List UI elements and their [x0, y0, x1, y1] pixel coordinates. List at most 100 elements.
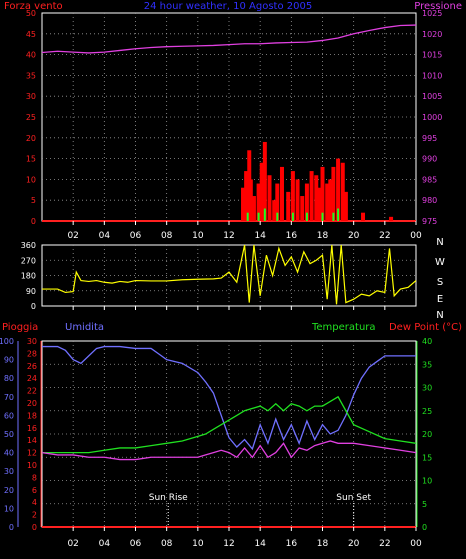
- rain-tick-label: 4: [32, 498, 37, 507]
- humidity-tick-label: 40: [4, 449, 14, 458]
- rain-tick-label: 16: [27, 424, 37, 433]
- wind-force-bar: [343, 191, 348, 221]
- temperature-tick-label: 10: [422, 477, 432, 486]
- temperature-tick-label: 40: [422, 337, 432, 346]
- rain-tick-label: 6: [32, 486, 37, 495]
- temperature-tick-label: 30: [422, 384, 432, 393]
- p1-left-tick-label: 10: [26, 175, 36, 184]
- sun-rise-label: Sun Rise: [149, 493, 188, 503]
- p1-left-tick-label: 25: [26, 113, 36, 122]
- temperature-label: Temperatura: [311, 322, 376, 333]
- rain-tick-label: 12: [27, 449, 37, 458]
- p1-right-tick-label: 1005: [422, 92, 442, 101]
- temperature-line: [42, 395, 417, 454]
- p1-left-tick-label: 40: [26, 51, 36, 60]
- p3-xtick-label: 18: [317, 539, 329, 549]
- wind-gust-bar: [263, 208, 266, 221]
- p1-xtick-label: 22: [379, 231, 390, 241]
- p2-compass-label: W: [435, 257, 445, 268]
- rain-tick-label: 22: [27, 387, 37, 396]
- rain-tick-label: 2: [32, 511, 37, 520]
- humidity-tick-label: 20: [4, 486, 14, 495]
- temperature-tick-label: 25: [422, 407, 432, 416]
- p1-left-tick-label: 15: [26, 155, 36, 164]
- humidity-tick-label: 80: [4, 374, 14, 383]
- wind-gust-bar: [257, 212, 260, 221]
- p3-xtick-label: 02: [67, 539, 78, 549]
- p1-right-tick-label: 1015: [422, 51, 442, 60]
- p1-xtick-label: 10: [192, 231, 204, 241]
- p1-xtick-label: 00: [410, 231, 422, 241]
- wind-force-bar: [275, 183, 280, 221]
- wind-force-bar: [325, 183, 330, 221]
- humidity-tick-label: 60: [4, 411, 14, 420]
- wind-force-bar: [295, 179, 300, 221]
- p1-xtick-label: 02: [67, 231, 78, 241]
- p1-right-tick-label: 1010: [422, 71, 442, 80]
- wind-force-bar: [361, 212, 366, 221]
- wind-gust-bar: [332, 212, 335, 221]
- p2-compass-label: N: [436, 310, 443, 321]
- sun-set-label: Sun Set: [336, 493, 371, 503]
- rain-tick-label: 10: [27, 461, 37, 470]
- p1-xtick-label: 04: [99, 231, 111, 241]
- p1-left-tick-label: 5: [31, 196, 36, 205]
- p3-xtick-label: 10: [192, 539, 204, 549]
- humidity-tick-label: 70: [4, 393, 14, 402]
- rain-tick-label: 28: [27, 349, 37, 358]
- p2-left-tick-label: 180: [21, 272, 36, 281]
- humidity-tick-label: 100: [0, 337, 14, 346]
- wind-pressure-panel: 0510152025303540455097598098599099510001…: [26, 9, 443, 241]
- temperature-tick-label: 35: [422, 360, 432, 369]
- p1-xtick-label: 08: [161, 231, 173, 241]
- humidity-tick-label: 30: [4, 467, 14, 476]
- p3-xtick-label: 14: [254, 539, 266, 549]
- wind-direction-line: [42, 244, 417, 305]
- wind-gust-bar: [337, 208, 340, 221]
- p3-xtick-label: 04: [99, 539, 111, 549]
- wind-force-bar: [244, 171, 249, 221]
- wind-force-bar: [336, 158, 341, 221]
- p3-xtick-label: 16: [286, 539, 298, 549]
- dewpoint-label: Dew Point (°C): [389, 322, 462, 333]
- humidity-tick-label: 50: [4, 430, 14, 439]
- wind-force-bar: [317, 187, 322, 221]
- humidity-label: Umidita: [65, 322, 104, 333]
- humidity-tick-label: 0: [9, 523, 14, 532]
- rain-tick-label: 30: [27, 337, 37, 346]
- wind-gust-bar: [276, 212, 279, 221]
- wind-gust-bar: [305, 212, 308, 221]
- rain-tick-label: 0: [32, 523, 37, 532]
- p1-xtick-label: 14: [254, 231, 266, 241]
- rain-label: Pioggia: [2, 322, 38, 333]
- p1-xtick-label: 20: [348, 231, 360, 241]
- p2-left-tick-label: 270: [21, 256, 36, 265]
- p2-left-tick-label: 360: [21, 241, 36, 250]
- p1-right-tick-label: 1025: [422, 9, 442, 18]
- wind-force-bar: [272, 200, 277, 221]
- wind-force-bar: [251, 196, 256, 221]
- humidity-tick-label: 90: [4, 356, 14, 365]
- p1-right-tick-label: 980: [422, 196, 437, 205]
- p2-left-tick-label: 90: [26, 287, 36, 296]
- p1-right-tick-label: 1000: [422, 113, 442, 122]
- rain-tick-label: 26: [27, 362, 37, 371]
- chart-title: 24 hour weather, 10 Agosto 2005: [144, 1, 312, 12]
- p1-right-tick-label: 990: [422, 155, 437, 164]
- p1-xtick-label: 16: [286, 231, 298, 241]
- wind-gust-bar: [321, 212, 324, 221]
- p3-xtick-label: 08: [161, 539, 173, 549]
- p1-right-tick-label: 1020: [422, 30, 442, 39]
- pressure-line: [41, 24, 417, 54]
- rain-tick-label: 24: [27, 374, 37, 383]
- wind-force-label: Forza vento: [4, 1, 63, 12]
- wind-force-bar: [267, 175, 272, 221]
- p3-xtick-label: 06: [130, 539, 142, 549]
- p1-right-tick-label: 995: [422, 134, 437, 143]
- p3-xtick-label: 12: [223, 539, 234, 549]
- rain-tick-label: 8: [32, 473, 37, 482]
- wind-force-bar: [248, 179, 253, 221]
- p1-left-tick-label: 50: [26, 9, 36, 18]
